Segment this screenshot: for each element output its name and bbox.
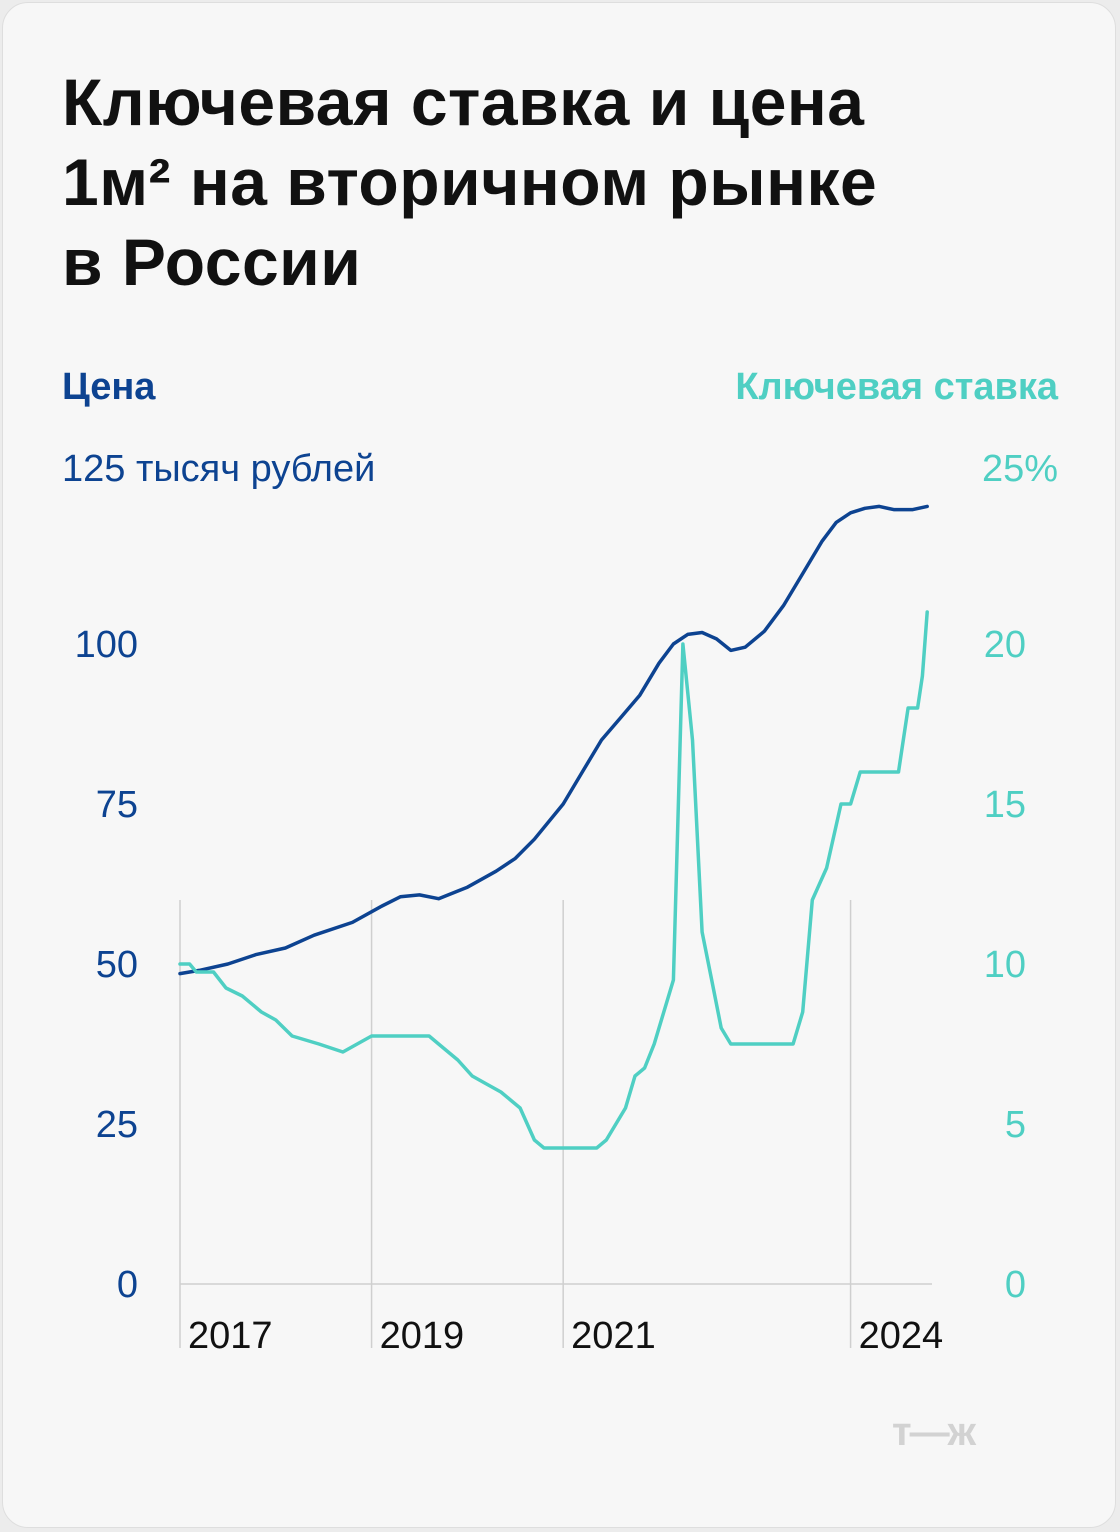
y-left-tick-label: 25 (96, 1104, 138, 1146)
y-left-tick-label: 100 (75, 624, 138, 666)
y-right-tick-label: 5 (1005, 1104, 1026, 1146)
brand-logo: т—ж (892, 1410, 976, 1454)
price-series-line (178, 504, 929, 976)
rate-series-line (178, 610, 929, 1150)
legend-rate: Ключевая ставка (735, 366, 1058, 408)
x-tick-label: 2021 (571, 1315, 656, 1357)
y-right-tick-label: 10 (984, 944, 1026, 986)
x-tick-label: 2019 (380, 1315, 465, 1357)
chart-title: Ключевая ставка и цена 1м² на вторичном … (62, 62, 982, 302)
x-tick-label: 2024 (859, 1315, 944, 1357)
y-left-tick-label: 0 (117, 1264, 138, 1306)
y-right-tick-label: 15 (984, 784, 1026, 826)
title-line-3: в России (62, 225, 362, 299)
legend-price: Цена (62, 366, 156, 408)
title-line-2: 1м² на вторичном рынке (62, 145, 878, 219)
y-right-tick-label: 0 (1005, 1264, 1026, 1306)
y-right-tick-label: 20 (984, 624, 1026, 666)
rate-axis-unit: 25% (981, 448, 1058, 490)
y-left-tick-label: 50 (96, 944, 138, 986)
title-line-1: Ключевая ставка и цена (62, 65, 865, 139)
y-left-tick-label: 75 (96, 784, 138, 826)
x-tick-label: 2017 (188, 1315, 273, 1357)
price-axis-unit: 125 тысяч рублей (62, 448, 376, 490)
